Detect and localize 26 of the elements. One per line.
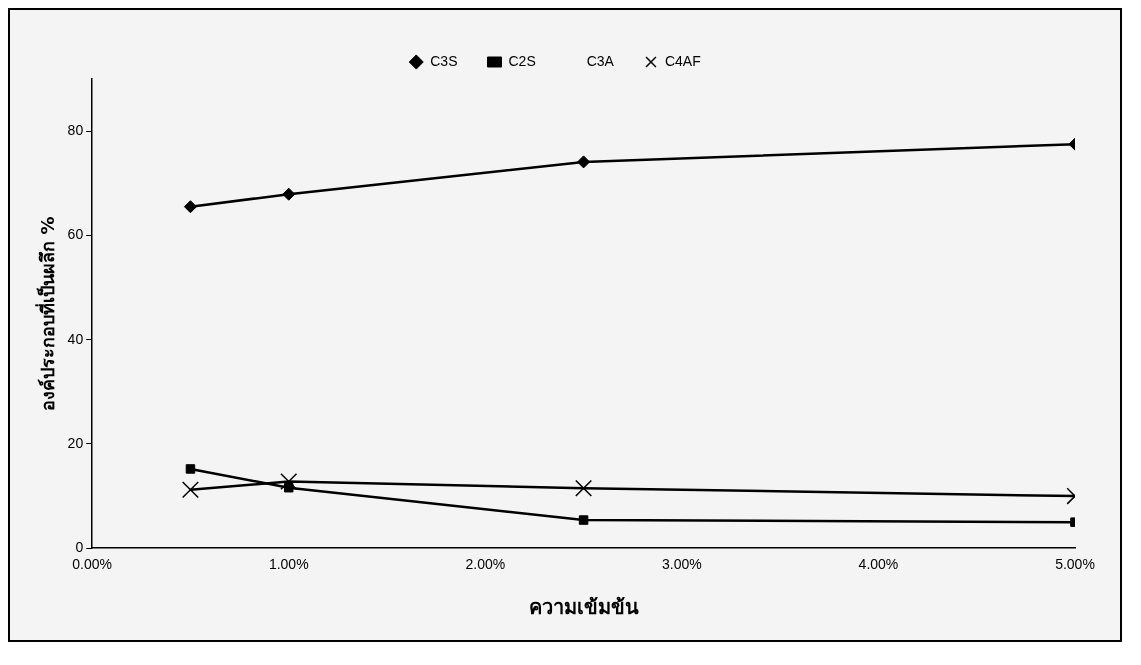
point [185, 464, 196, 474]
y-tick-label: 20 [67, 434, 84, 451]
y-tick-label: 0 [75, 539, 84, 556]
x-tick-label: 3.00% [662, 556, 702, 573]
x-tick-label: 4.00% [858, 556, 899, 573]
point [280, 472, 298, 490]
x-axis-title: ความเข้มข้น [528, 595, 639, 620]
legend-label: C2S [508, 52, 536, 69]
y-tick-label: 40 [67, 330, 84, 347]
text: C3A [586, 52, 615, 69]
y-tick-label: 80 [67, 121, 84, 138]
point [578, 515, 589, 525]
legend-label: C3S [430, 52, 458, 69]
x-tick-label: 5.00% [1055, 556, 1095, 573]
legend-label: C4AF [664, 52, 701, 69]
point [577, 155, 591, 169]
point [181, 481, 199, 499]
point [284, 482, 294, 493]
point [575, 479, 593, 497]
point [183, 200, 197, 214]
x-tick-label: 2.00% [465, 556, 506, 573]
y-axis-title: องค์ประกอบที่เป็นผลึก % [35, 216, 59, 411]
x-tick-label: 0.00% [72, 556, 113, 573]
point [282, 187, 296, 201]
y-tick-label: 60 [67, 226, 84, 243]
x-tick-label: 1.00% [268, 556, 309, 573]
